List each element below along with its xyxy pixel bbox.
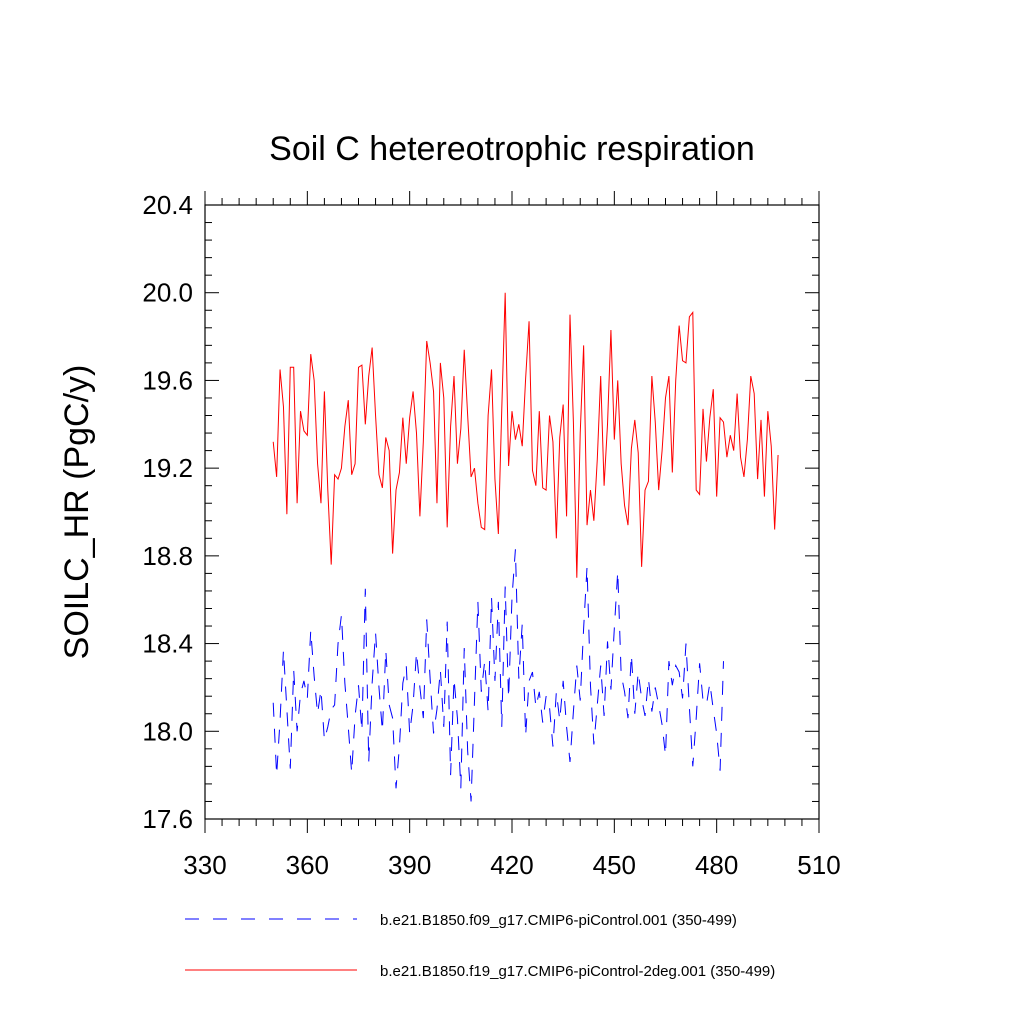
series-layer xyxy=(272,292,779,802)
x-tick-label: 420 xyxy=(490,850,533,880)
x-axis: 330 360 390 420 450 480 510 xyxy=(183,191,841,880)
legend-label-series-1: b.e21.B1850.f09_g17.CMIP6-piControl.001 … xyxy=(380,912,737,929)
y-tick-label: 18.4 xyxy=(142,629,193,659)
y-tick-label: 20.4 xyxy=(142,190,193,220)
series-line-1 xyxy=(272,549,724,802)
chart-title: Soil C hetereotrophic respiration xyxy=(269,130,755,168)
y-tick-label: 18.0 xyxy=(142,716,193,746)
y-tick-label: 19.2 xyxy=(142,453,193,483)
y-axis: 17.6 18.0 18.4 18.8 19.2 19.6 20.0 20.4 xyxy=(142,190,819,834)
x-tick-label: 450 xyxy=(593,850,636,880)
x-tick-label: 330 xyxy=(183,850,226,880)
x-tick-label: 480 xyxy=(695,850,738,880)
x-tick-label: 390 xyxy=(388,850,431,880)
y-tick-label: 19.6 xyxy=(142,365,193,395)
plot-frame xyxy=(204,204,820,820)
legend-label-series-2: b.e21.B1850.f19_g17.CMIP6-piControl-2deg… xyxy=(380,963,775,980)
y-tick-label: 18.8 xyxy=(142,541,193,571)
legend: b.e21.B1850.f09_g17.CMIP6-piControl.001 … xyxy=(185,912,775,980)
x-tick-label: 510 xyxy=(797,850,840,880)
series-line-2 xyxy=(272,292,779,578)
x-tick-label: 360 xyxy=(286,850,329,880)
y-axis-label: SOILC_HR (PgC/y) xyxy=(58,365,96,660)
y-tick-label: 17.6 xyxy=(142,804,193,834)
y-tick-label: 20.0 xyxy=(142,278,193,308)
